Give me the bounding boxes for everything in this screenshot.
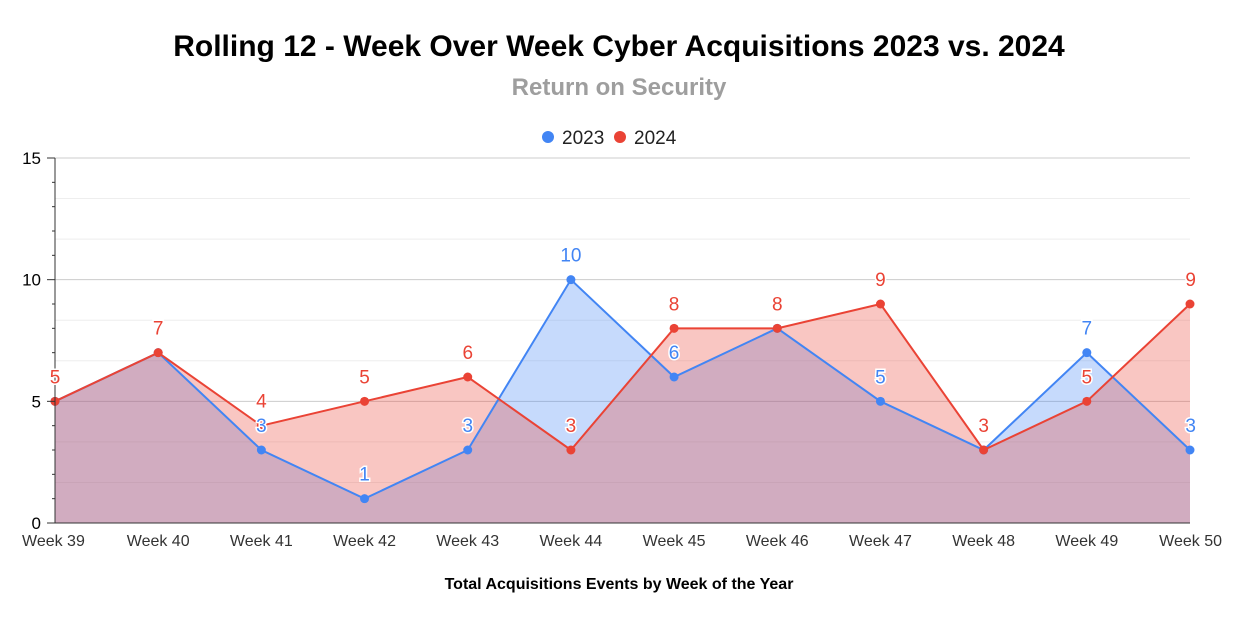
x-tick-label: Week 39 [22,533,85,550]
data-point-2024 [669,323,679,333]
data-label-2024: 6 [462,343,473,364]
data-label-2023: 3 [462,416,473,437]
x-tick-label: Week 40 [127,533,190,550]
data-point-2024 [360,396,370,406]
data-point-2024 [153,348,163,358]
data-point-2023 [566,275,576,285]
data-label-layer: 3 1 3 10 6 5 7 3 5 7 4 5 6 3 8 8 9 3 5 9 [48,244,1197,487]
data-point-2023 [256,445,266,455]
series-line-2023 [54,278,1191,500]
data-point-2023 [875,396,885,406]
data-point-2024 [772,323,782,333]
area-2023 [55,279,1190,523]
data-label-2024: 5 [50,367,61,388]
data-label-2023: 7 [1082,319,1093,340]
data-label-2023: 6 [669,343,680,364]
data-label-2023: 10 [560,246,581,267]
data-label-2024: 8 [772,294,783,315]
y-tick-label: 0 [32,514,41,533]
data-point-2024 [566,445,576,455]
data-point-2023 [1082,348,1092,358]
x-tick-label: Week 48 [952,533,1015,550]
y-tick-label: 5 [32,392,41,411]
data-label-2024: 9 [1185,270,1196,291]
grid-layer [52,157,1190,500]
x-tick-label: Week 46 [746,533,809,550]
y-tick-label: 10 [22,271,41,290]
legend: 2023 2024 [542,128,677,149]
legend-label-2024: 2024 [634,128,677,149]
chart-subtitle: Return on Security [511,74,727,101]
data-point-2024 [1185,299,1195,309]
data-label-2023: 5 [875,367,886,388]
data-point-2024 [463,372,473,382]
data-label-2023: 3 [256,416,267,437]
x-tick-label: Week 43 [436,533,499,550]
data-label-2024: 3 [566,416,577,437]
data-point-2023 [463,445,473,455]
data-label-2024: 7 [153,319,164,340]
series-line-2024 [54,302,1191,452]
x-tick-label: Week 42 [333,533,396,550]
legend-marker-2024 [614,131,626,143]
data-label-2024: 4 [256,392,267,413]
data-label-2024: 9 [875,270,886,291]
data-point-2023 [669,372,679,382]
data-point-2024 [256,421,266,431]
data-label-2024: 5 [359,367,370,388]
x-tick-label: Week 45 [643,533,706,550]
data-label-2023: 1 [359,465,370,486]
data-point-2024 [875,299,885,309]
x-tick-label: Week 41 [230,533,293,550]
x-tick-label: Week 50 [1159,533,1222,550]
chart-title: Rolling 12 - Week Over Week Cyber Acquis… [173,30,1065,63]
x-tick-label: Week 49 [1055,533,1118,550]
area-2024 [55,304,1190,523]
line-layer [50,275,1195,504]
y-tick-label: 15 [22,149,41,168]
legend-label-2023: 2023 [562,128,604,149]
data-point-2024 [979,445,989,455]
data-point-2024 [1082,396,1092,406]
area-layer [55,279,1190,523]
x-axis-title: Total Acquisitions Events by Week of the… [444,576,794,593]
data-label-2024: 8 [669,294,680,315]
x-tick-label: Week 47 [849,533,912,550]
legend-marker-2023 [542,131,554,143]
x-tick-label: Week 44 [539,533,602,550]
data-label-2024: 3 [978,416,989,437]
data-point-2023 [1185,445,1195,455]
data-label-2024: 5 [1082,367,1093,388]
data-label-2023: 3 [1185,416,1196,437]
data-point-2023 [360,494,370,504]
